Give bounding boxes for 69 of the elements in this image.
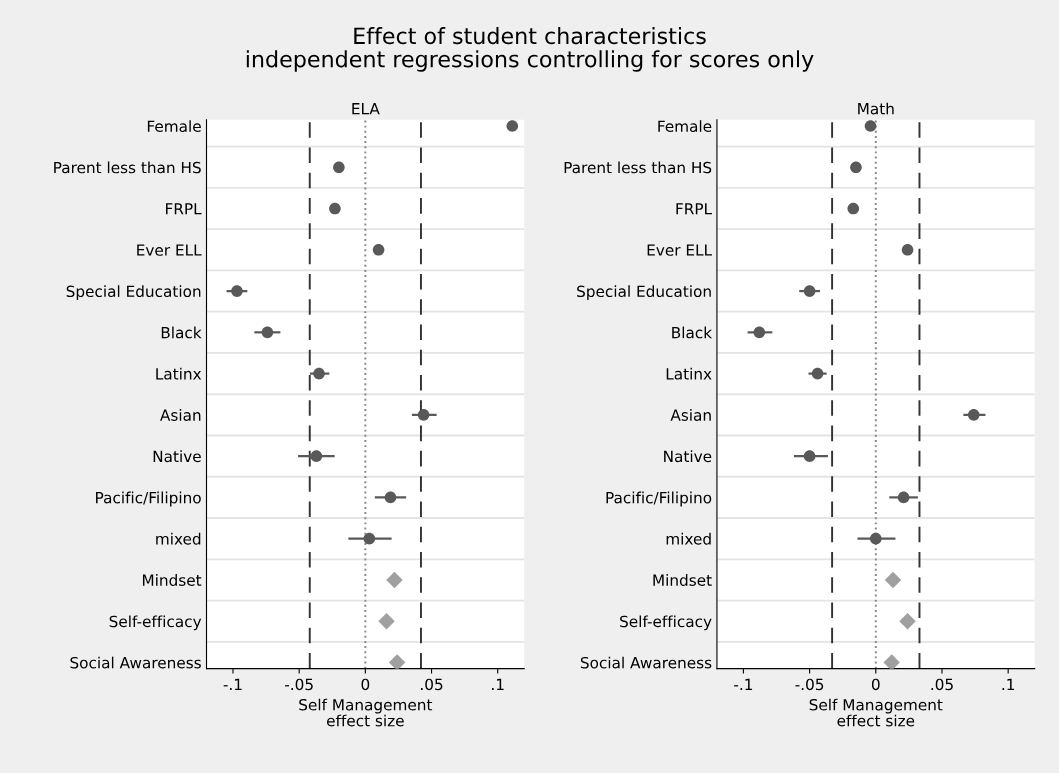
- point: [850, 161, 862, 174]
- point: [417, 409, 430, 421]
- x-tick-label: .1: [1002, 678, 1015, 690]
- point: [899, 612, 916, 630]
- point: [261, 326, 274, 339]
- x-tick-label: -.05: [795, 678, 824, 691]
- point: [231, 285, 243, 297]
- y-tick-label: FRPL: [166, 203, 202, 215]
- point: [329, 202, 341, 215]
- point: [310, 450, 323, 462]
- x-tick-label: -.1: [734, 678, 753, 690]
- point: [372, 243, 385, 256]
- point: [384, 491, 397, 504]
- y-tick-label: Self-efficacy: [620, 615, 712, 631]
- y-tick-label: Black: [161, 326, 202, 339]
- y-tick-label: Ever ELL: [647, 244, 712, 256]
- point: [753, 326, 766, 339]
- y-tick-label: FRPL: [676, 203, 712, 215]
- y-tick-label: Special Education: [577, 285, 711, 301]
- y-tick-label: Pacific/Filipino: [96, 491, 201, 507]
- point: [884, 571, 902, 589]
- point: [363, 532, 376, 545]
- point: [333, 161, 345, 174]
- point: [864, 120, 877, 132]
- y-tick-label: Asian: [160, 409, 201, 421]
- x-axis-title: Self Management effect size: [299, 698, 433, 727]
- x-tick-label: 0: [871, 678, 880, 691]
- x-tick-label: 0: [361, 678, 370, 691]
- y-tick-label: Mindset: [142, 574, 202, 586]
- y-tick-label: Female: [658, 120, 712, 133]
- point: [803, 285, 816, 297]
- y-tick-label: Latinx: [156, 367, 202, 380]
- y-tick-label: Black: [672, 326, 713, 339]
- y-tick-label: Social Awareness: [580, 656, 712, 669]
- point: [378, 612, 395, 630]
- point: [803, 450, 816, 462]
- x-tick-label: .05: [421, 678, 443, 691]
- y-tick-label: Social Awareness: [70, 656, 201, 669]
- y-tick-label: Special Education: [66, 285, 201, 301]
- x-tick-label: .05: [931, 678, 953, 691]
- y-tick-label: Parent less than HS: [564, 161, 712, 174]
- y-tick-label: Asian: [670, 409, 711, 421]
- x-tick-label: -.1: [223, 678, 242, 690]
- point: [847, 202, 860, 215]
- point: [967, 409, 980, 421]
- x-tick-label: -.05: [285, 678, 313, 691]
- y-tick-label: Latinx: [666, 367, 712, 380]
- y-tick-label: Mindset: [653, 574, 712, 586]
- x-axis-title: Self Management effect size: [809, 698, 943, 727]
- chart-subtitle: ELA: [352, 103, 380, 115]
- y-tick-label: Ever ELL: [137, 244, 202, 256]
- point: [869, 532, 882, 545]
- y-tick-label: Female: [147, 120, 201, 133]
- point: [901, 243, 914, 256]
- y-tick-label: Native: [153, 450, 201, 463]
- chart-subtitle: Math: [858, 102, 894, 115]
- y-tick-label: Parent less than HS: [54, 161, 201, 174]
- chart-title: Effect of student characteristics independent regressions controlling for scores only: [246, 27, 814, 72]
- point: [313, 367, 325, 380]
- y-tick-label: mixed: [666, 532, 711, 545]
- point: [897, 491, 910, 504]
- x-tick-label: .1: [492, 678, 504, 690]
- y-tick-label: mixed: [156, 532, 201, 545]
- y-tick-label: Pacific/Filipino: [606, 491, 712, 507]
- point: [811, 367, 824, 380]
- point: [386, 571, 403, 589]
- y-tick-label: Self-efficacy: [109, 615, 202, 631]
- point: [506, 120, 519, 132]
- y-tick-label: Native: [664, 450, 712, 463]
